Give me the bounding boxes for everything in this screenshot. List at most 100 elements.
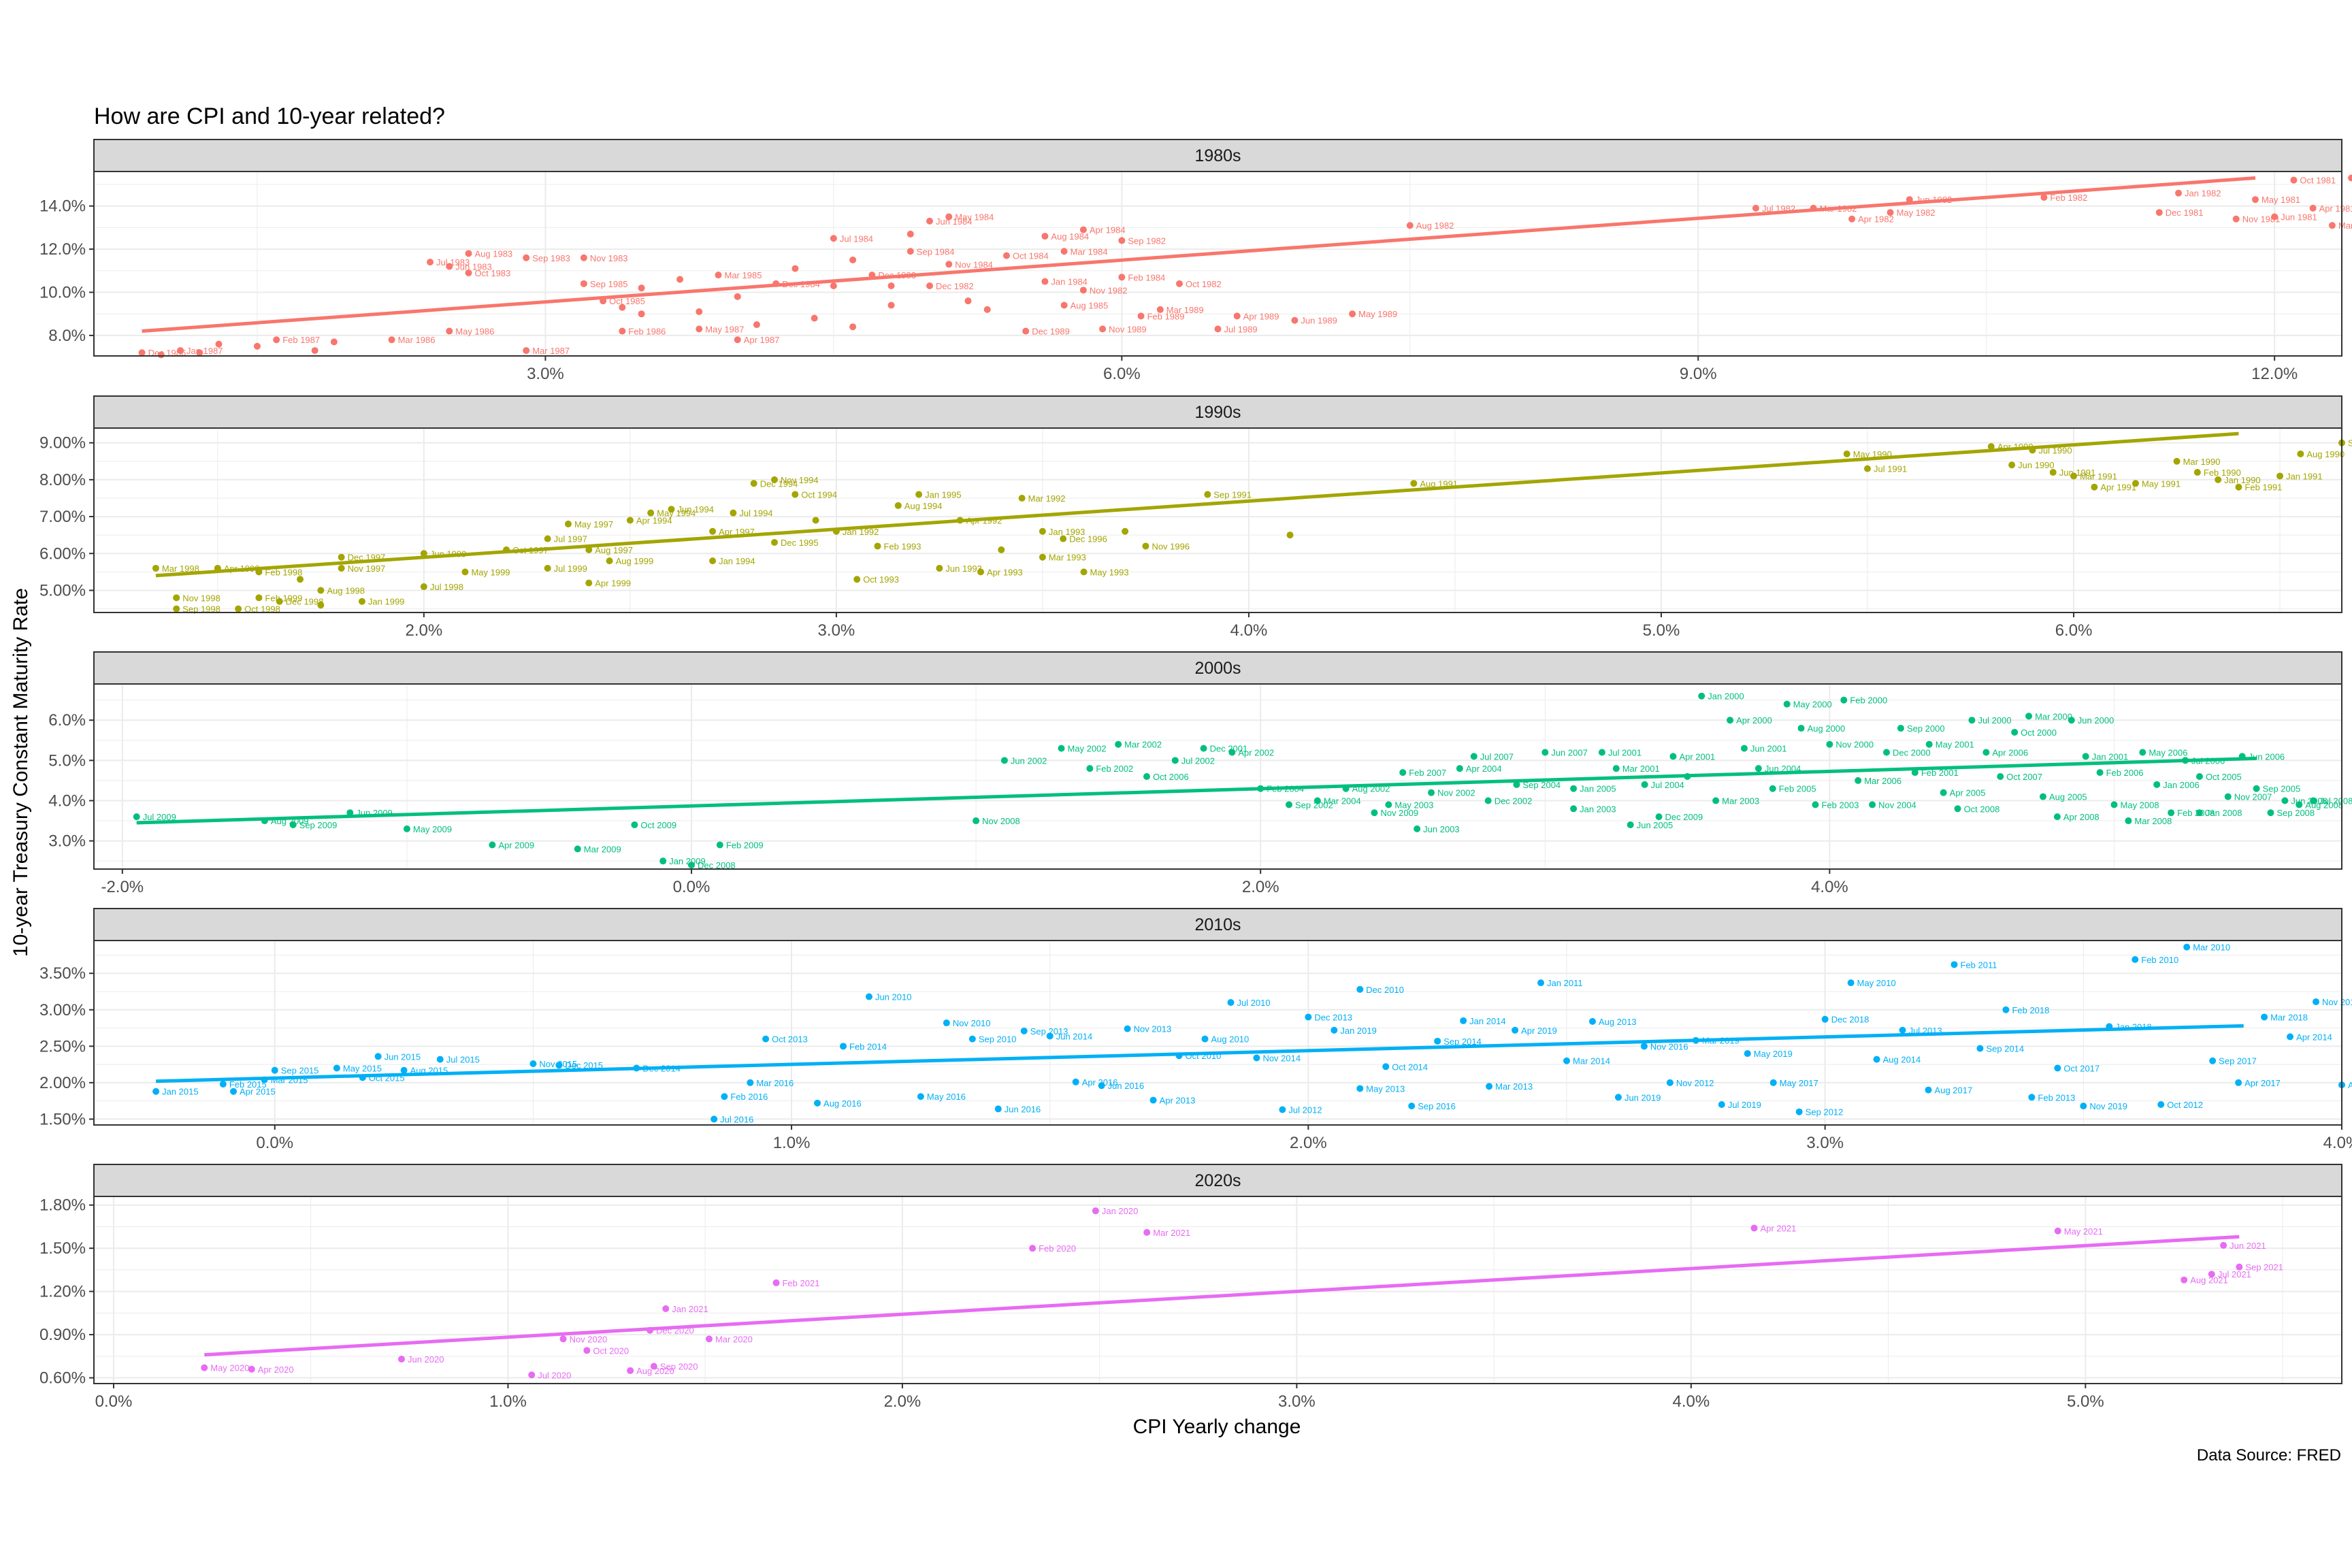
data-point [1313,797,1321,804]
point-label: Sep 2012 [1806,1107,1844,1117]
point-label: Nov 2012 [1676,1078,1714,1088]
data-point [840,1043,847,1050]
panel-background [94,1196,2342,1384]
point-label: Jan 2009 [669,856,706,866]
data-point [619,304,626,311]
data-point [2040,194,2048,201]
point-label: May 2003 [1394,800,1433,810]
data-point [1233,312,1241,320]
data-point [1058,745,1065,752]
facet-panel-2020s: 2020s May 2020 Apr 2020 Jun 2020 Jul 2020 Nov… [39,1164,2342,1411]
point-label: Jan 1990 [2224,475,2261,485]
data-point [2008,461,2016,469]
data-point [1060,248,1068,255]
panel-background [94,428,2342,612]
data-point [2195,809,2203,817]
point-label: Apr 2014 [2296,1032,2332,1042]
x-tick-label: 6.0% [1103,365,1141,383]
point-label: Jan 1993 [1049,527,1085,537]
point-label: Jun 1990 [2018,460,2055,470]
point-label: Mar 2013 [1495,1081,1533,1092]
data-point [606,557,613,565]
point-label: Feb 2006 [2106,768,2144,778]
data-point [152,1088,160,1095]
data-point [730,509,737,517]
facet-strip-label: 1980s [1194,146,1241,165]
point-label: Nov 2004 [1878,800,1916,810]
x-tick-label: 1.0% [773,1134,811,1152]
data-point [2180,1276,2188,1284]
data-point [1968,717,1976,724]
data-point [1460,1017,1467,1024]
point-label: Dec 1995 [781,538,819,548]
point-label: Dec 2018 [1831,1015,1869,1025]
point-label: Jan 2003 [1580,804,1616,814]
data-point [1079,287,1087,294]
data-point [2271,213,2278,220]
data-point [1279,1106,1286,1113]
data-point [2054,1227,2061,1235]
point-label: Jul 2004 [1651,780,1684,790]
data-point [1371,809,1378,817]
point-label: Apr 2006 [1992,748,2028,758]
data-point [2025,713,2033,720]
data-point [1022,327,1030,335]
data-point [1099,325,1107,333]
point-label: Apr 1994 [636,516,672,526]
data-point [631,821,638,828]
data-point [2215,476,2222,483]
data-point [1330,1026,1338,1034]
point-label: Mar 1992 [1028,493,1066,504]
point-label: Oct 1993 [863,574,899,585]
data-point [177,347,184,355]
point-label: Mar 2000 [2035,711,2072,721]
point-label: Sep 2010 [979,1034,1017,1045]
data-point [753,321,760,329]
data-point [1018,494,1026,502]
x-tick-label: 0.0% [256,1134,293,1152]
data-point [559,1335,567,1343]
point-label: Dec 2013 [1314,1012,1352,1022]
data-point [1305,1013,1312,1021]
data-point [544,564,551,572]
data-point [446,327,453,335]
data-point [1227,999,1235,1007]
data-point [133,813,140,821]
point-label: Mar 1993 [1049,553,1086,563]
data-point [1201,1035,1209,1043]
data-point [688,862,696,869]
point-label: Apr 1993 [987,567,1023,577]
data-point [1541,749,1549,756]
point-label: Sep 2014 [1986,1044,2024,1054]
data-point [734,336,741,344]
point-label: Nov 2010 [953,1018,991,1028]
data-point [1149,1096,1157,1104]
trend-line [136,756,2257,825]
data-point [1039,553,1046,561]
data-point [427,259,434,266]
data-point [1940,789,1947,796]
point-label: Mar 2021 [1153,1228,1190,1238]
data-point [1718,1101,1725,1109]
data-point [289,821,297,828]
data-point [638,310,645,318]
point-label: Mar 2018 [2270,1012,2308,1022]
y-tick-label: 12.0% [39,240,86,259]
facet-strip [93,908,2342,941]
data-point [465,250,472,257]
data-point [585,579,593,587]
data-point [626,517,634,524]
point-label: Nov 2019 [2089,1101,2127,1111]
point-label: Oct 2008 [1964,804,2000,814]
y-tick-label: 6.00% [39,544,86,563]
data-point [1200,745,1207,752]
point-label: Jul 2012 [1288,1105,1322,1115]
data-point [489,841,496,849]
data-point [830,235,837,242]
x-tick-label: 5.0% [2067,1392,2104,1411]
data-point [2039,793,2046,800]
point-label: Sep 1984 [917,246,955,257]
data-point [346,809,354,817]
